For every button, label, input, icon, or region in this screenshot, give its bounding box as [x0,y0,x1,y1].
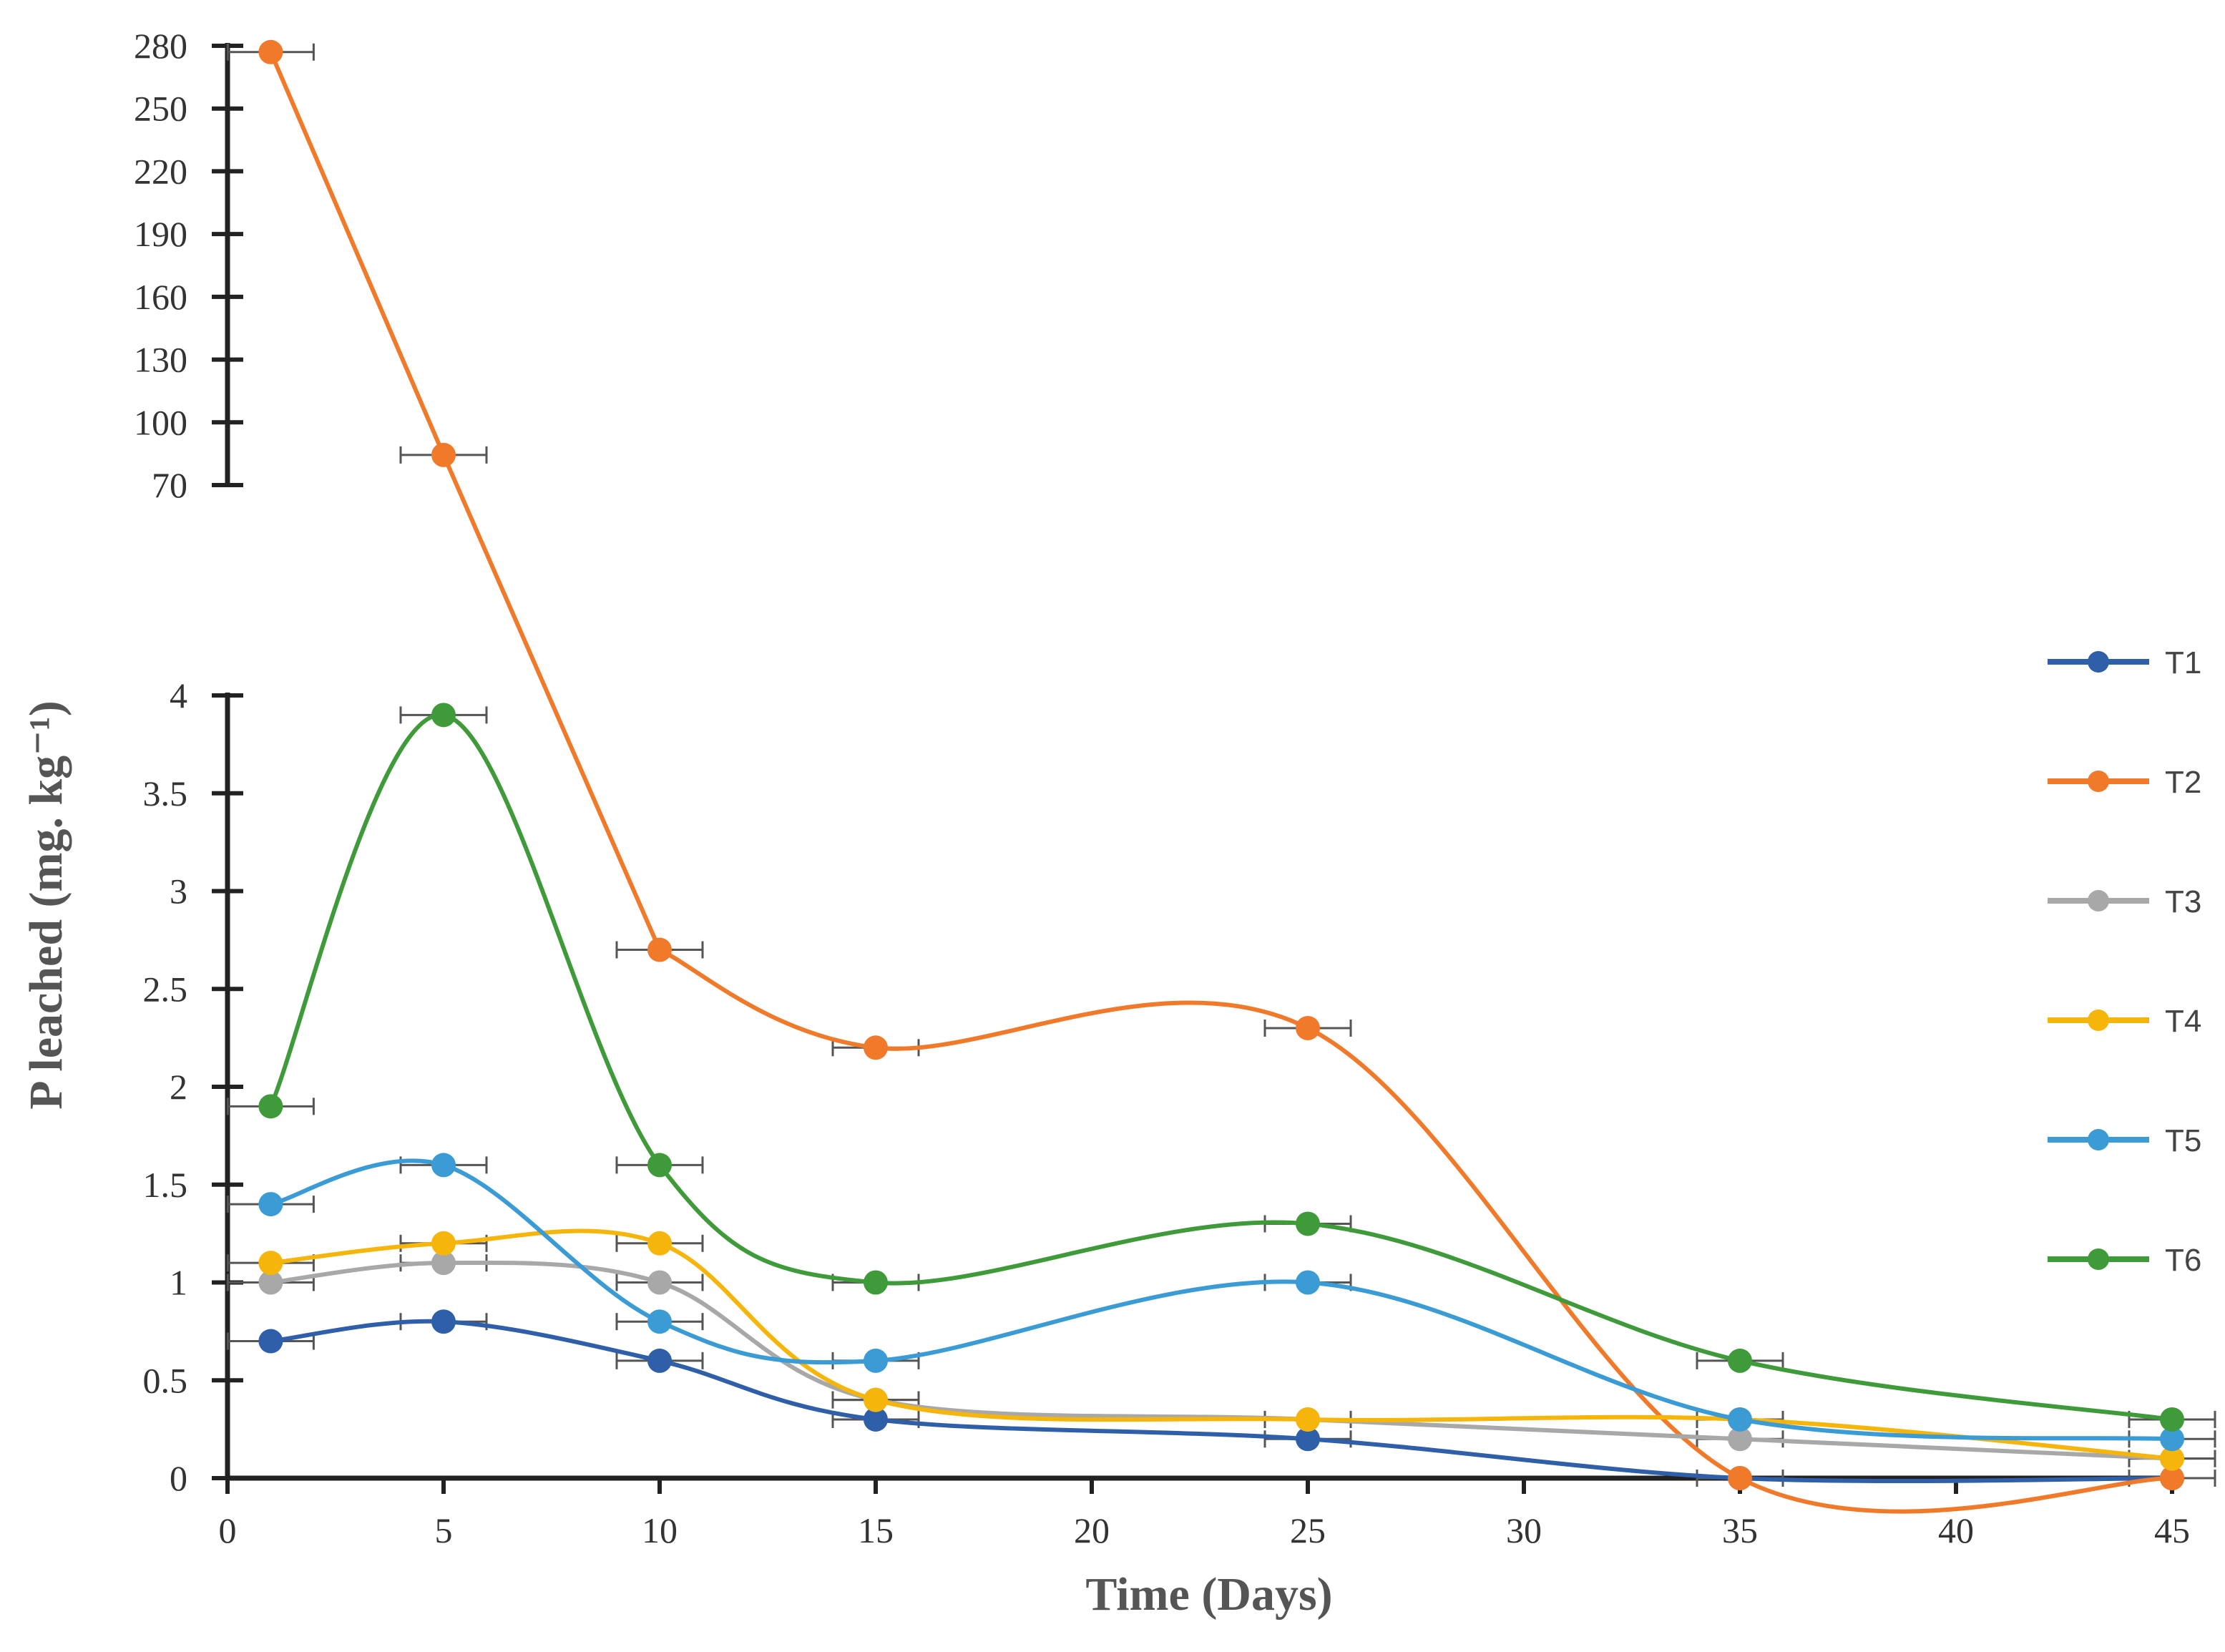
data-point-t2 [1728,1466,1752,1490]
x-tick-label: 35 [1722,1510,1758,1550]
data-point-t1 [647,1348,672,1373]
x-tick-label: 15 [858,1510,894,1550]
y-tick-label-lower: 1.5 [143,1165,188,1205]
data-point-t5 [864,1348,888,1373]
data-point-t4 [864,1387,888,1412]
data-point-t3 [1728,1427,1752,1452]
x-tick-label: 10 [642,1510,678,1550]
legend-label: T3 [2165,884,2201,919]
series-line-t6 [268,713,2173,1422]
x-tick-label: 20 [1074,1510,1110,1550]
data-point-t3 [431,1251,456,1276]
data-point-t6 [2160,1407,2184,1432]
data-point-t5 [431,1153,456,1178]
y-tick-label-lower: 0 [170,1458,187,1498]
series-t2 [258,39,2184,1514]
series-line-t2 [268,51,2173,1514]
series-t6 [258,703,2184,1432]
data-point-t4 [258,1251,283,1276]
legend-swatch-marker [2088,1010,2109,1031]
legend-label: T5 [2165,1123,2201,1158]
series-line-t3 [270,1260,2173,1461]
y-tick-label-lower: 0.5 [143,1360,188,1400]
legend-item-t2: T2 [2048,765,2201,800]
legend-swatch-marker [2088,1129,2109,1150]
y-tick-label-upper: 130 [134,340,187,380]
legend: T1 T2 T3 T4 T5 T6 [2048,645,2201,1278]
series-line-t5 [270,1158,2173,1442]
legend-item-t1: T1 [2048,645,2201,680]
x-tick-label: 45 [2154,1510,2190,1550]
y-tick-label-upper: 250 [134,89,187,129]
data-point-t6 [258,1094,283,1119]
data-point-t4 [1296,1407,1320,1432]
data-point-t1 [864,1407,888,1432]
data-point-t2 [864,1035,888,1060]
x-tick-label: 40 [1938,1510,1974,1550]
x-tick-label: 30 [1506,1510,1542,1550]
series-t1 [258,1309,2184,1490]
data-point-t6 [647,1153,672,1178]
data-point-t5 [1728,1407,1752,1432]
data-point-t4 [2160,1446,2184,1471]
data-point-t4 [647,1231,672,1256]
data-point-t1 [258,1329,283,1354]
data-point-t2 [2160,1466,2184,1490]
data-point-t1 [1296,1427,1320,1452]
legend-label: T4 [2165,1004,2201,1039]
data-point-t2 [1296,1015,1320,1040]
data-point-t5 [258,1192,283,1217]
data-point-t6 [1296,1211,1320,1236]
y-tick-label-upper: 220 [134,151,187,191]
y-axis-title: P leached (mg. kg⁻¹) [20,700,72,1110]
series-line-t1 [270,1319,2173,1484]
x-tick-label: 25 [1290,1510,1326,1550]
legend-label: T1 [2165,645,2201,680]
data-point-t5 [1296,1270,1320,1295]
y-tick-label-lower: 3.5 [143,773,188,813]
y-tick-label-upper: 100 [134,402,187,442]
y-tick-label-upper: 280 [134,26,187,66]
y-tick-label-lower: 3 [170,871,187,911]
y-tick-label-lower: 4 [170,675,187,715]
legend-item-t4: T4 [2048,1004,2201,1039]
legend-item-t6: T6 [2048,1243,2201,1278]
data-point-t2 [258,39,283,64]
data-point-t2 [431,442,456,467]
x-tick-label: 5 [435,1510,453,1550]
y-tick-label-lower: 2.5 [143,969,188,1009]
legend-item-t3: T3 [2048,884,2201,919]
data-point-t6 [1728,1348,1752,1373]
data-point-t5 [2160,1427,2184,1452]
legend-swatch-marker [2088,890,2109,911]
series-t5 [258,1153,2184,1452]
legend-label: T2 [2165,765,2201,800]
data-point-t2 [647,937,672,962]
data-point-t1 [431,1309,456,1334]
legend-swatch-marker [2088,1248,2109,1270]
legend-label: T6 [2165,1243,2201,1278]
y-tick-label-upper: 160 [134,277,187,317]
y-tick-label-lower: 2 [170,1067,187,1107]
data-point-t3 [258,1270,283,1295]
x-axis-title: Time (Days) [1085,1568,1332,1621]
data-point-t4 [431,1231,456,1256]
data-point-t6 [864,1270,888,1295]
data-point-t3 [647,1270,672,1295]
series-line-t4 [270,1228,2173,1461]
series-lines [258,39,2184,1514]
error-bars [226,43,2216,1487]
legend-item-t5: T5 [2048,1123,2201,1158]
x-tick-label: 0 [219,1510,237,1550]
data-point-t5 [647,1309,672,1334]
data-point-t6 [431,703,456,728]
y-tick-label-lower: 1 [170,1263,187,1303]
legend-swatch-marker [2088,651,2109,673]
y-tick-label-upper: 70 [152,465,187,505]
legend-swatch-marker [2088,771,2109,792]
axes: 0 5 10 15 20 25 30 35 40 45 0 0.5 1 1.5 2 2.5 3 3.5 4 70 100… [134,26,2190,1550]
y-tick-label-upper: 190 [134,214,187,254]
